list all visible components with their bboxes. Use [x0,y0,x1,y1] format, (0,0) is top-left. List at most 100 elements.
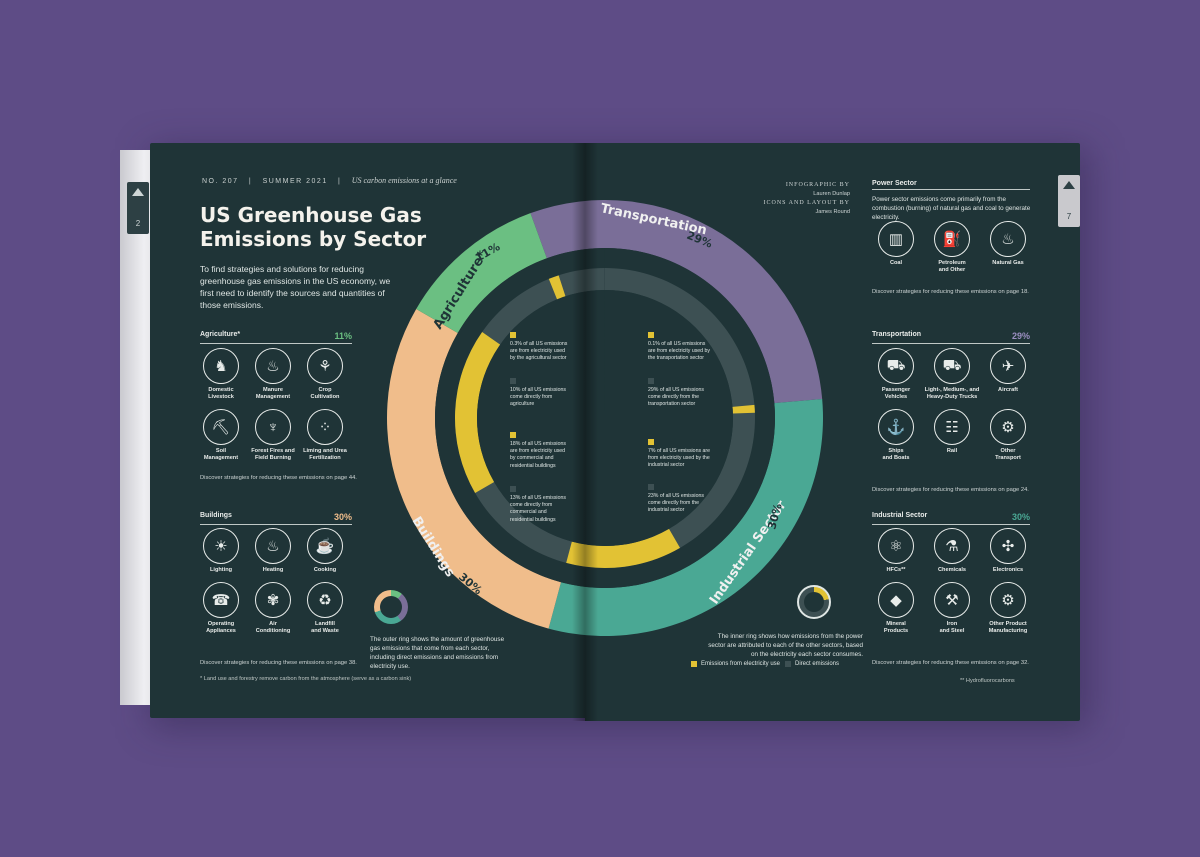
buildings-icon-label: Lighting [209,567,233,573]
agriculture-discover: Discover strategies for reducing these e… [200,475,357,481]
transportation-heading: Transportation 29% [872,331,1030,344]
transportation-icon-label: Rail [946,448,958,454]
fan-icon: ✾ [255,582,291,618]
infographic-name: Lauren Dunlap [813,191,850,197]
stat-buildings-electricity: 18% of all US emissions are from electri… [510,441,566,469]
industrial-discover: Discover strategies for reducing these e… [872,660,1029,666]
page-tab-right: 7 [1058,175,1080,227]
transportation-icon-label: Passenger Vehicles [881,387,911,400]
buildings-icons: ☀ Lighting ♨ Heating ☕ Cooking ☎ Operating Appl… [195,528,351,635]
flask-icon: ⚗ [934,528,970,564]
industrial-icon-item: ⚗ Chemicals [924,528,980,574]
power-description: Power sector emissions come primarily fr… [872,196,1031,221]
power-icon-label: Coal [889,260,903,266]
manure-icon: ♨ [255,348,291,384]
industrial-icons: ⚛ HFCs** ⚗ Chemicals ✣ Electronics ◆ Mineral Pr… [868,528,1036,635]
page-number-right: 7 [1066,212,1072,221]
molecule-icon: ⚛ [878,528,914,564]
power-icon-item: ▥ Coal [868,221,924,274]
agriculture-icon-label: Liming and Urea Fertilization [303,448,347,461]
motorcycle-icon: ⚙ [990,409,1026,445]
outer-ring-agriculture [416,213,547,333]
agriculture-icon-item: ⚘ Crop Cultivation [299,348,351,401]
issue-number: NO. 207 [202,178,239,185]
intro-text: To find strategies and solutions for red… [200,264,391,310]
agriculture-title: Agriculture* [200,331,241,338]
gamepad-icon: ✣ [990,528,1026,564]
power-heading: Power Sector [872,180,1030,190]
page-tab-left: 2 [127,182,149,234]
fertilizer-icon: ⁘ [307,409,343,445]
inner-ring-industrial-electricity [566,528,680,568]
industrial-percent: 30% [1011,512,1030,522]
industrial-icon-label: Mineral Products [883,621,909,634]
issue-header: NO. 207 | SUMMER 2021 | US carbon emissi… [202,176,457,185]
trans-direct-swatch [648,378,654,384]
industrial-icon-item: ◆ Mineral Products [868,582,924,635]
agriculture-icon-label: Soil Management [203,448,239,461]
inner-ring-buildings-electricity [455,331,501,493]
stat-agri-direct: 10% of all US emissions come directly fr… [510,387,566,408]
buildings-percent: 30% [333,512,352,522]
power-icon-item: ♨ Natural Gas [980,221,1036,274]
transportation-icon-item: ⚓ Ships and Boats [868,409,924,462]
industrial-icon-label: Electronics [992,567,1024,573]
buildings-discover: Discover strategies for reducing these e… [200,660,357,666]
buildings-heading: Buildings 30% [200,512,352,525]
agriculture-icon-label: Forest Fires and Field Burning [251,448,295,461]
airplane-icon: ✈ [990,348,1026,384]
crane-icon: ⚒ [934,582,970,618]
ind-direct-swatch [648,484,654,490]
industrial-icon-item: ⚙ Other Product Manufacturing [980,582,1036,635]
buildings-icon-label: Cooking [313,567,337,573]
stat-agri-electricity: 0.3% of all US emissions are from electr… [510,341,568,362]
oil-rig-icon: ⛽ [934,221,970,257]
transportation-icon-item: ✈ Aircraft [980,348,1036,401]
outer-ring-mini-icon [374,590,408,624]
buildings-icon-item: ☎ Operating Appliances [195,582,247,635]
agriculture-heading: Agriculture* 11% [200,331,352,344]
wheat-icon: ⚘ [307,348,343,384]
stat-transportation-direct: 29% of all US emissions come directly fr… [648,387,704,408]
lamp-icon: ☀ [203,528,239,564]
agriculture-icons: ♞ Domestic Livestock ♨ Manure Management ⚘ Cr… [195,348,351,462]
outer-ring-transportation [530,199,823,404]
industrial-icon-label: Other Product Manufacturing [988,621,1028,634]
icons-label: ICONS AND LAYOUT BY [763,200,850,206]
outer-ring-note: The outer ring shows the amount of green… [370,636,505,670]
legend-direct-label: Direct emissions [795,661,840,667]
agri-direct-swatch [510,378,516,384]
footnote-land-use: * Land use and forestry remove carbon fr… [200,676,412,682]
fire-icon: ♆ [255,409,291,445]
industrial-icon-label: HFCs** [886,567,906,573]
factory-icon: ▥ [878,221,914,257]
phone-icon: ☎ [203,582,239,618]
outer-ring-buildings [387,309,562,629]
donut-rings [387,199,823,636]
stat-transportation-electricity: 0.1% of all US emissions are from electr… [648,341,710,362]
power-icon-label: Petroleum and Other [938,260,966,273]
bldg-elec-swatch [510,432,516,438]
buildings-icon-item: ☕ Cooking [299,528,351,574]
heater-icon: ♨ [255,528,291,564]
industrial-icon-label: Iron and Steel [939,621,965,634]
transportation-icons: ⛟ Passenger Vehicles ⛟ Light-, Medium-, and… [868,348,1036,462]
shovel-icon: ⛏ [203,409,239,445]
transportation-icon-label: Ships and Boats [882,448,910,461]
agriculture-icon-item: ⁘ Liming and Urea Fertilization [299,409,351,462]
inner-ring-mini-icon [797,585,831,619]
issue-tagline: US carbon emissions at a glance [351,176,457,185]
buildings-icon-item: ♻ Landfill and Waste [299,582,351,635]
page-title: US Greenhouse Gas Emissions by Sector [200,203,427,251]
industrial-heading: Industrial Sector 30% [872,512,1030,525]
buildings-icon-label: Air Conditioning [255,621,291,634]
mountain-icon [1063,181,1075,189]
industrial-icon-item: ⚛ HFCs** [868,528,924,574]
agriculture-icon-item: ♆ Forest Fires and Field Burning [247,409,299,462]
power-title: Power Sector [872,180,917,187]
buildings-icon-item: ☀ Lighting [195,528,247,574]
power-icon-item: ⛽ Petroleum and Other [924,221,980,274]
credits: INFOGRAPHIC BY Lauren Dunlap ICONS AND L… [730,181,850,217]
outer-ring-industrial [548,399,823,636]
